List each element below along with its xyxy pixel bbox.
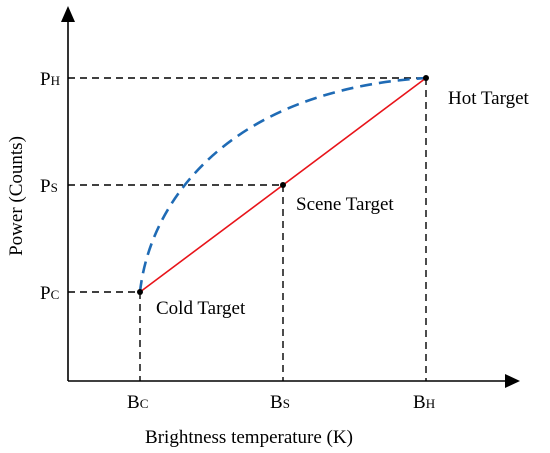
y-tick-ps: PS (40, 176, 58, 197)
cold-target-point (137, 289, 143, 295)
cold-target-label: Cold Target (156, 298, 246, 319)
axes (67, 22, 505, 382)
x-axis-arrowhead (505, 374, 520, 388)
hot-target-point (423, 75, 429, 81)
y-tick-ph: PH (40, 69, 60, 90)
guide-lines (68, 77, 427, 381)
y-tick-pc: PC (40, 283, 59, 304)
hot-target-label: Hot Target (448, 88, 530, 109)
y-axis-title: Power (Counts) (6, 136, 27, 256)
scene-target-label: Scene Target (296, 194, 394, 215)
x-tick-bs: BS (270, 392, 290, 413)
y-axis-arrowhead (61, 6, 75, 22)
scene-target-point (280, 182, 286, 188)
x-axis-title: Brightness temperature (K) (145, 427, 353, 448)
x-tick-bc: BC (127, 392, 148, 413)
x-tick-bh: BH (413, 392, 435, 413)
nonlinear-response-curve (138, 76, 427, 293)
